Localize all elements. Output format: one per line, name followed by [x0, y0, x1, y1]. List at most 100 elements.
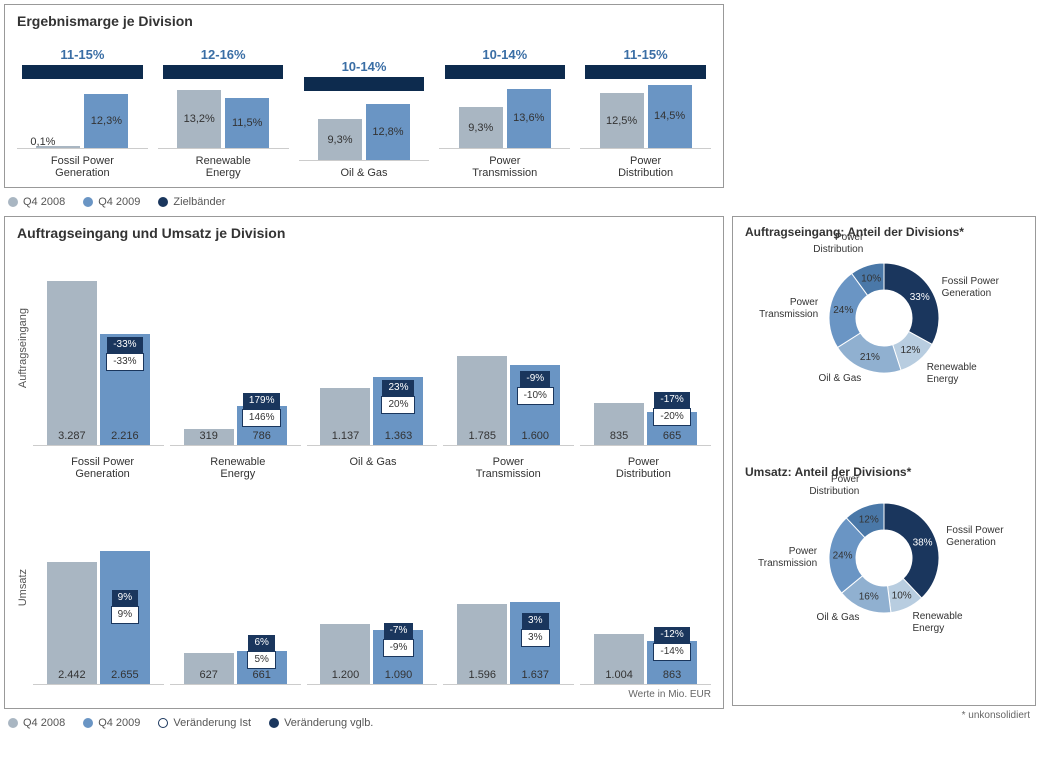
swatch-icon	[83, 197, 93, 207]
legend-label: Q4 2008	[23, 717, 65, 729]
category-label: RenewableEnergy	[170, 456, 305, 480]
change-badge-dark: 6%	[248, 635, 274, 651]
category-label: PowerDistribution	[580, 155, 711, 179]
orders-bars: 3.2872.216-33%-33%319786179%146%1.1371.3…	[33, 251, 711, 446]
ylabel-revenue: Umsatz	[17, 569, 29, 606]
category-label: PowerTransmission	[441, 456, 576, 480]
bar-q4-2009: 2.6559%9%	[100, 551, 150, 684]
target-label: 12-16%	[158, 47, 289, 62]
donut-slice	[884, 503, 939, 598]
donut1: 33% 12% 21% 24% 10% Fossil Power Generation Re…	[754, 245, 1014, 410]
revenue-bars: 2.4422.6559%9%6276616%5%1.2001.090-7%-9%…	[33, 490, 711, 685]
legend-label: Q4 2008	[23, 196, 65, 208]
change-badge-dark: -9%	[520, 371, 550, 387]
bar-q4-2009: 786179%146%	[237, 406, 287, 445]
category-label: RenewableEnergy	[158, 155, 289, 179]
swatch-icon	[158, 718, 168, 728]
bar-q4-2009: 12,8%	[366, 104, 410, 160]
bar-q4-2009: 665-17%-20%	[647, 412, 697, 445]
target-bar	[304, 77, 424, 91]
target-label: 11-15%	[17, 47, 148, 62]
bar-q4-2009: 13,6%	[507, 89, 551, 149]
bar-q4-2008: 9,3%	[459, 107, 503, 148]
bar-q4-2008: 319	[184, 429, 234, 445]
bar-q4-2009: 2.216-33%-33%	[100, 334, 150, 445]
change-badge-light: 5%	[247, 651, 275, 669]
chart2-legend: Q4 2008 Q4 2009 Veränderung Ist Veränderung…	[0, 713, 728, 733]
donut-slice	[884, 263, 939, 344]
slice-pct: 10%	[861, 274, 881, 285]
orders-revenue-panel: Auftragseingang und Umsatz je Division A…	[4, 216, 724, 709]
change-badge-dark: 179%	[243, 393, 281, 409]
bar-q4-2008: 0,1%	[36, 146, 80, 148]
category-label: Oil & Gas	[299, 167, 430, 179]
change-badge-light: -33%	[106, 353, 143, 371]
ylabel-orders: Auftragseingang	[17, 308, 29, 388]
target-bar	[22, 65, 142, 79]
legend-label: Veränderung vglb.	[284, 717, 373, 729]
slice-pct: 16%	[859, 592, 879, 603]
bar-q4-2008: 1.596	[457, 604, 507, 684]
category-label: Fossil PowerGeneration	[17, 155, 148, 179]
slice-label: Oil & Gas	[819, 373, 862, 385]
legend-item: Q4 2008	[8, 196, 65, 208]
change-badge-dark: -12%	[654, 627, 689, 643]
bar-q4-2009: 14,5%	[648, 85, 692, 148]
legend-label: Q4 2009	[98, 717, 140, 729]
target-label: 11-15%	[580, 47, 711, 62]
slice-pct: 33%	[910, 292, 930, 303]
swatch-icon	[8, 197, 18, 207]
legend-item: Q4 2008	[8, 717, 65, 729]
legend-item: Q4 2009	[83, 717, 140, 729]
change-badge-light: 3%	[521, 629, 549, 647]
bar-q4-2008: 835	[594, 403, 644, 445]
change-badge-light: -10%	[517, 387, 554, 405]
donut2: 38%10%16%24%12%Fossil Power GenerationRe…	[754, 485, 1014, 650]
margin-chart-panel: Ergebnismarge je Division 11-15% 0,1% 12,3…	[4, 4, 724, 188]
slice-pct: 10%	[892, 591, 912, 602]
bar-q4-2009: 1.090-7%-9%	[373, 630, 423, 685]
slice-label: PowerTransmission	[759, 297, 818, 321]
category-label: Fossil PowerGeneration	[35, 456, 170, 480]
slice-label: Oil & Gas	[817, 612, 860, 624]
change-badge-light: -14%	[653, 643, 690, 661]
slice-label: PowerTransmission	[758, 546, 817, 570]
donuts-panel: Auftragseingang: Anteil der Divisions* 3…	[732, 216, 1036, 706]
slice-pct: 38%	[913, 538, 933, 549]
chart2-categories: Fossil PowerGenerationRenewableEnergyOil…	[35, 446, 711, 490]
chart2-title: Auftragseingang und Umsatz je Division	[17, 225, 711, 241]
target-label: 10-14%	[439, 47, 570, 62]
legend-label: Veränderung Ist	[173, 717, 251, 729]
bar-q4-2008: 1.004	[594, 634, 644, 684]
slice-label: RenewableEnergy	[927, 362, 977, 386]
slice-label: RenewableEnergy	[913, 611, 963, 635]
target-label: 10-14%	[299, 59, 430, 74]
slice-pct: 24%	[833, 305, 853, 316]
category-label: PowerDistribution	[576, 456, 711, 480]
legend-item: Zielbänder	[158, 196, 225, 208]
bar-q4-2008: 3.287	[47, 281, 97, 445]
chart1-title: Ergebnismarge je Division	[17, 13, 711, 29]
change-badge-light: -20%	[653, 408, 690, 426]
target-bar	[163, 65, 283, 79]
legend-label: Zielbänder	[173, 196, 225, 208]
legend-item: Q4 2009	[83, 196, 140, 208]
slice-pct: 21%	[860, 352, 880, 363]
target-bar	[585, 65, 705, 79]
category-label: PowerTransmission	[439, 155, 570, 179]
slice-pct: 12%	[859, 514, 879, 525]
change-badge-dark: -17%	[654, 392, 689, 408]
bar-q4-2008: 13,2%	[177, 90, 221, 148]
slice-label: PowerDistribution	[813, 232, 863, 256]
bar-q4-2008: 1.785	[457, 356, 507, 445]
slice-pct: 12%	[900, 345, 920, 356]
change-badge-dark: -33%	[107, 337, 142, 353]
chart1-bars: 11-15% 0,1% 12,3% Fossil PowerGeneration 12-…	[17, 39, 711, 179]
slice-label: Fossil Power Generation	[942, 276, 1014, 300]
swatch-icon	[8, 718, 18, 728]
footnote: * unkonsolidiert	[728, 710, 1040, 721]
bar-q4-2009: 12,3%	[84, 94, 128, 148]
chart1-legend: Q4 2008 Q4 2009 Zielbänder	[0, 192, 1049, 212]
bar-q4-2009: 863-12%-14%	[647, 641, 697, 684]
legend-item: Veränderung vglb.	[269, 717, 373, 729]
